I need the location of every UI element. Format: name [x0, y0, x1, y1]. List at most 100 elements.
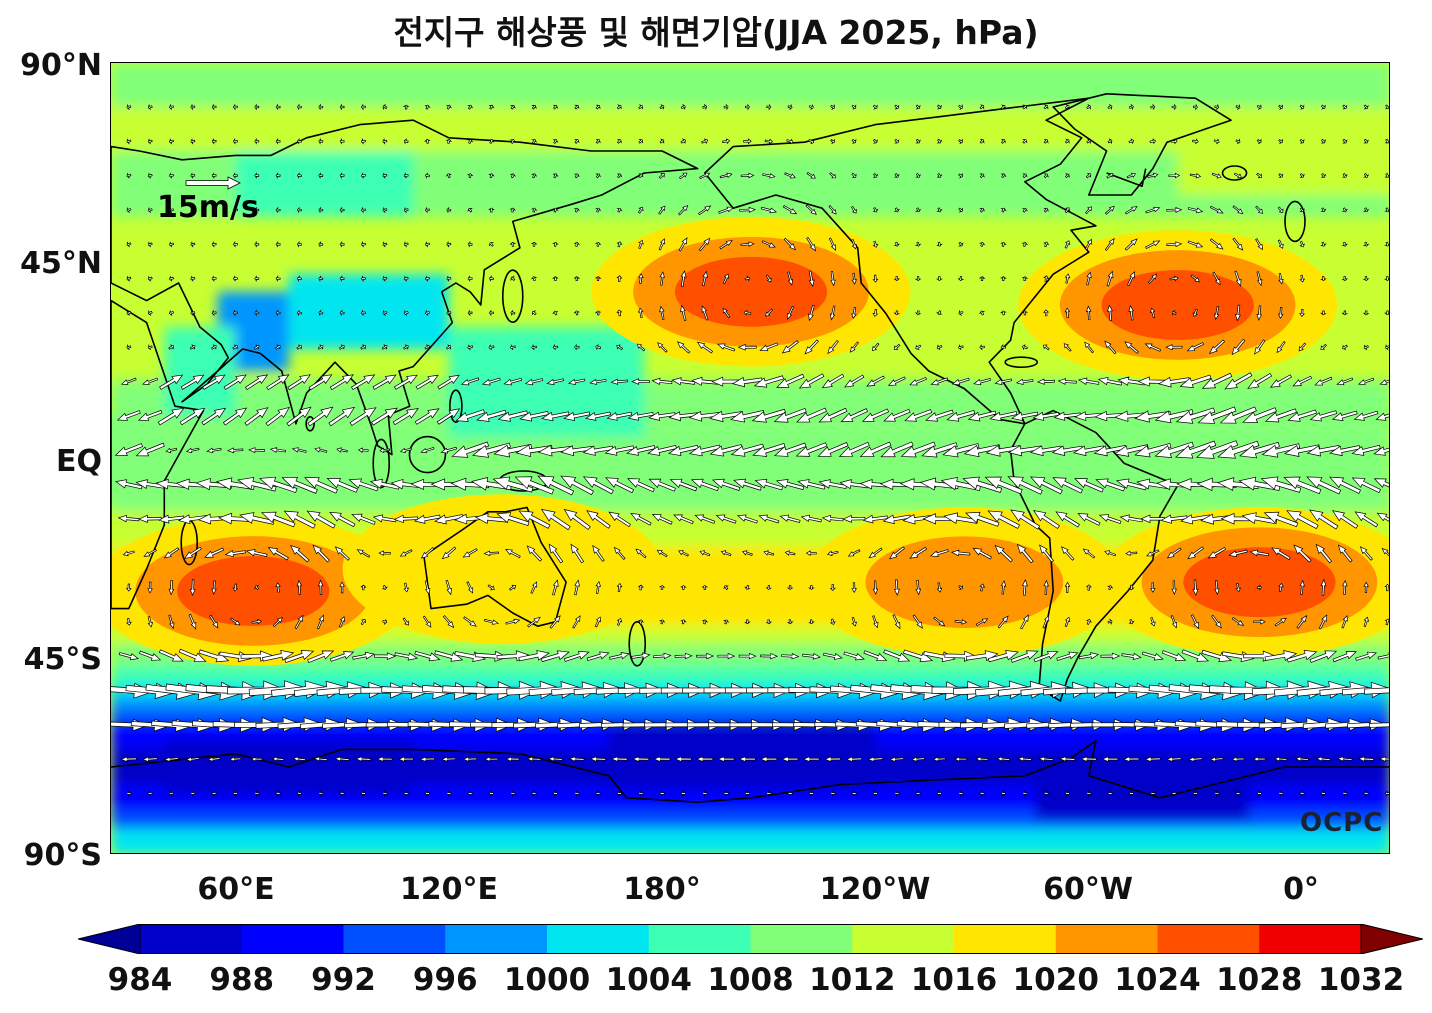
- wind-arrow-shape: [1064, 138, 1070, 144]
- wind-arrow-shape: [829, 584, 836, 591]
- wind-arrow: [403, 172, 409, 179]
- wind-arrow: [1384, 172, 1389, 178]
- wind-arrow: [589, 378, 607, 385]
- wind-arrow-shape: [552, 241, 559, 247]
- wind-arrow-shape: [732, 376, 763, 388]
- wind-arrow-shape: [211, 206, 217, 214]
- high-pressure-contour: [674, 256, 828, 327]
- wind-arrow: [872, 104, 878, 110]
- wind-arrow: [696, 341, 714, 354]
- wind-arrow-shape: [589, 378, 607, 385]
- wind-arrow: [894, 173, 900, 178]
- colorbar-segment: [648, 924, 752, 954]
- wind-arrow-shape: [1342, 790, 1348, 797]
- wind-arrow: [987, 650, 1019, 663]
- wind-arrow: [360, 584, 367, 591]
- wind-arrow: [510, 790, 516, 797]
- wind-arrow-shape: [1209, 238, 1224, 250]
- wind-arrow: [403, 138, 409, 145]
- wind-arrow: [658, 585, 666, 590]
- wind-arrow-shape: [329, 511, 356, 528]
- wind-arrow: [1106, 270, 1114, 287]
- wind-arrow-shape: [659, 790, 665, 797]
- wind-arrow: [613, 546, 626, 560]
- japan-outline: [501, 269, 524, 323]
- wind-arrow-shape: [552, 579, 559, 596]
- wind-arrow-shape: [1255, 238, 1263, 251]
- wind-arrow: [126, 206, 132, 214]
- wind-arrow-shape: [1145, 240, 1161, 249]
- wind-arrow-shape: [296, 579, 303, 595]
- wind-arrow-shape: [462, 756, 478, 762]
- wind-arrow: [781, 652, 800, 660]
- wind-arrow: [360, 172, 366, 179]
- wind-arrow: [445, 138, 453, 144]
- wind-arrow-shape: [1363, 616, 1370, 627]
- wind-arrow-shape: [784, 550, 796, 556]
- wind-arrow: [493, 443, 533, 458]
- wind-arrow: [1127, 271, 1135, 287]
- wind-arrow-shape: [1195, 440, 1239, 459]
- wind-arrow: [1032, 411, 1060, 421]
- wind-arrow-shape: [297, 275, 302, 282]
- wind-arrow-shape: [795, 442, 828, 457]
- wind-arrow: [1104, 237, 1115, 251]
- colorbar-tick-label: 1016: [910, 962, 998, 998]
- wind-arrow-shape: [1097, 376, 1123, 386]
- wind-arrow-shape: [851, 172, 857, 178]
- wind-arrow-shape: [126, 790, 132, 797]
- wind-arrow-shape: [743, 138, 752, 145]
- wind-arrow-shape: [1107, 103, 1113, 111]
- wind-arrow: [608, 511, 631, 528]
- wind-arrow: [573, 241, 581, 247]
- wind-arrow-shape: [1064, 207, 1071, 214]
- wind-arrow: [750, 718, 788, 731]
- wind-arrow: [509, 139, 516, 144]
- wind-arrow-shape: [1355, 651, 1378, 661]
- wind-arrow-shape: [688, 410, 721, 422]
- wind-arrow-shape: [378, 550, 391, 556]
- wind-arrow-shape: [415, 374, 439, 390]
- wind-arrow-shape: [147, 790, 153, 797]
- wind-arrow: [488, 104, 495, 110]
- wind-arrow-shape: [526, 545, 543, 562]
- wind-arrow: [1377, 652, 1389, 660]
- wind-arrow-shape: [352, 651, 375, 660]
- wind-arrow: [936, 173, 943, 178]
- high-pressure-contour: [342, 494, 662, 644]
- wind-arrow: [773, 407, 807, 423]
- wind-arrow: [1337, 544, 1353, 563]
- wind-arrow-shape: [424, 104, 431, 110]
- wind-arrow-shape: [975, 756, 989, 762]
- wind-arrow: [254, 275, 260, 282]
- cuba-outline: [1004, 356, 1039, 369]
- wind-arrow-shape: [1085, 584, 1092, 591]
- wind-arrow-shape: [573, 207, 580, 213]
- wind-arrow-shape: [783, 237, 797, 251]
- wind-arrow: [147, 790, 153, 797]
- wind-arrow: [185, 447, 200, 454]
- wind-arrow: [190, 103, 196, 111]
- wind-arrow-shape: [467, 241, 473, 248]
- wind-arrow-shape: [1256, 271, 1263, 287]
- wind-arrow: [718, 206, 735, 214]
- wind-arrow-shape: [1252, 756, 1266, 762]
- wind-arrow-shape: [638, 173, 644, 179]
- wind-arrow: [709, 410, 743, 423]
- wind-arrow: [1292, 375, 1313, 387]
- wind-arrow-shape: [975, 618, 989, 626]
- wind-arrow: [180, 374, 205, 390]
- wind-arrow: [541, 411, 570, 422]
- wind-arrow: [147, 616, 154, 628]
- wind-arrow: [994, 378, 1013, 386]
- wind-arrow-shape: [1100, 652, 1121, 660]
- wind-arrow-shape: [434, 514, 464, 525]
- wind-arrow: [1362, 276, 1370, 282]
- wind-arrow: [658, 619, 666, 625]
- wind-arrow: [445, 579, 452, 596]
- wind-arrow-shape: [1213, 305, 1220, 321]
- wind-arrow: [678, 550, 689, 557]
- wind-arrow-shape: [1231, 756, 1245, 762]
- wind-arrow: [915, 579, 922, 596]
- colorbar-segment: [445, 924, 548, 954]
